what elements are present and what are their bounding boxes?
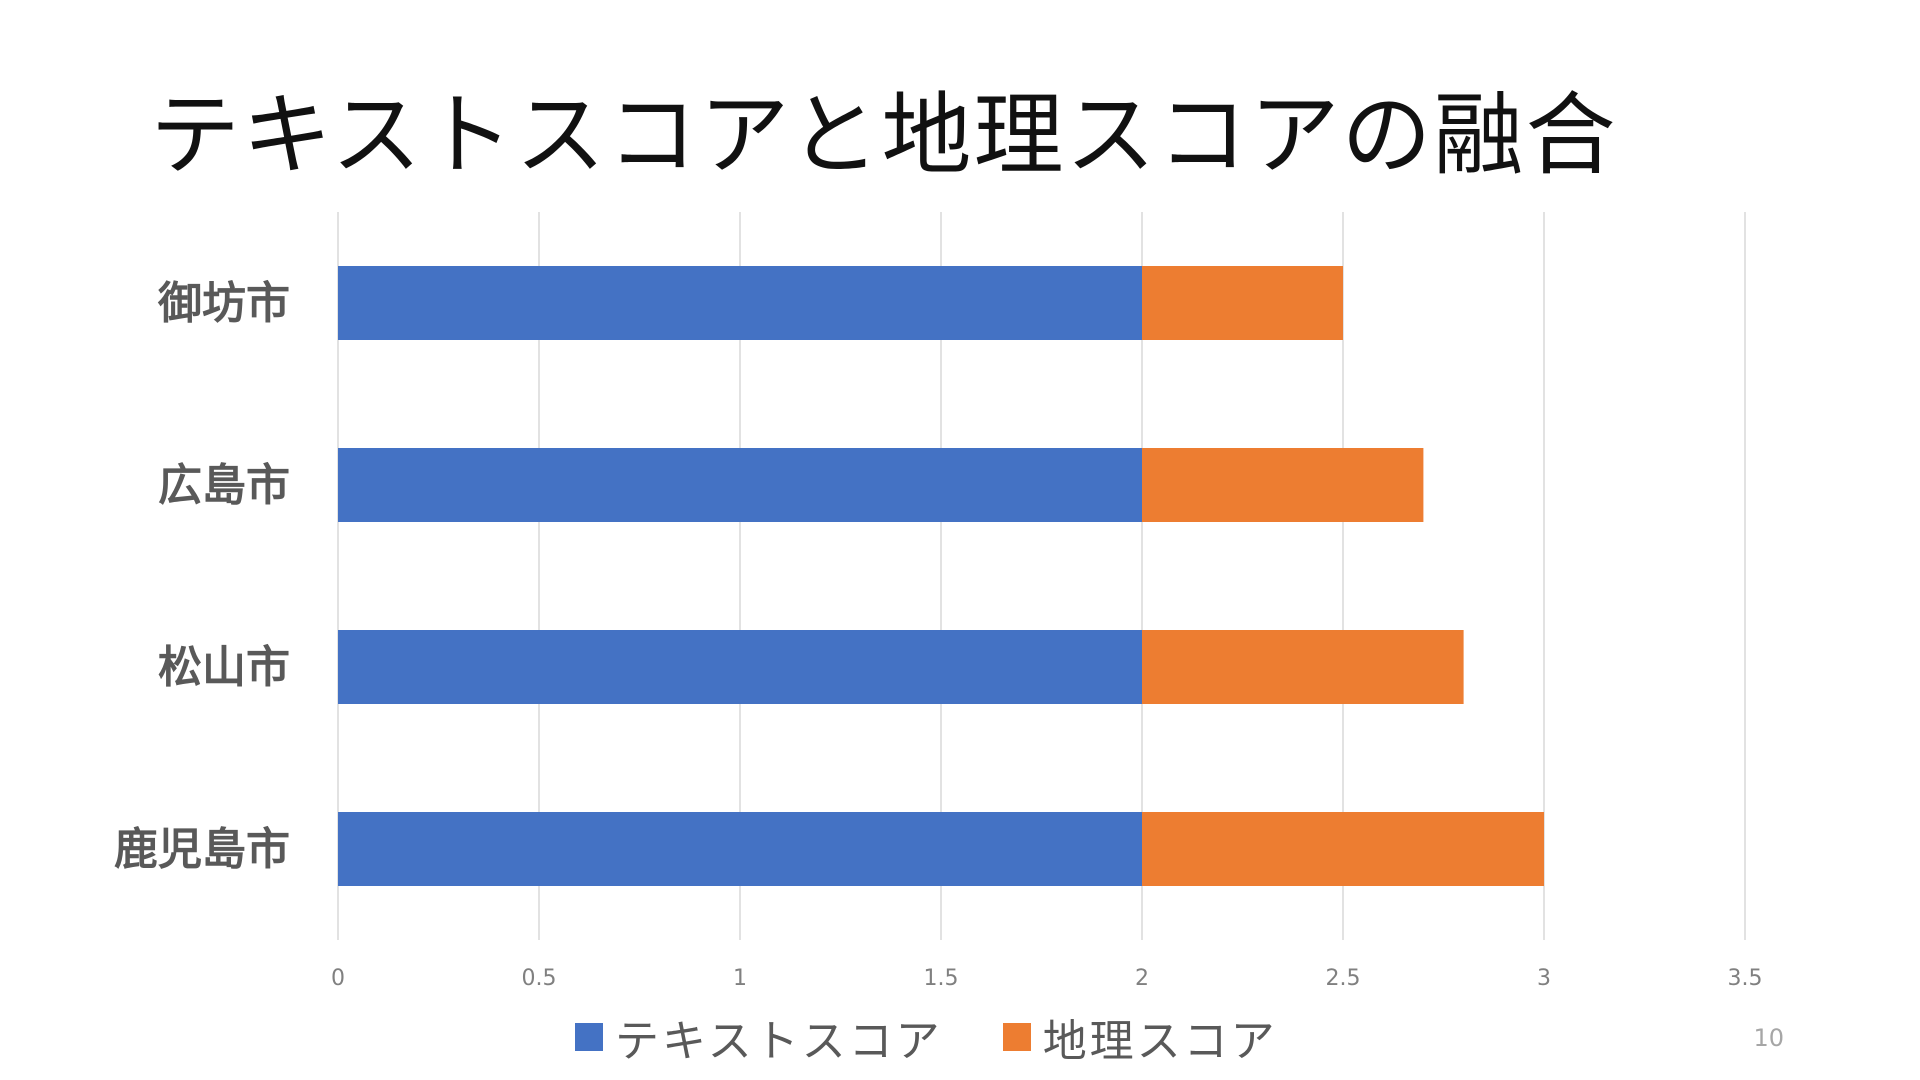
category-label: 御坊市: [157, 278, 290, 329]
category-label: 広島市: [158, 460, 290, 511]
legend-label-geo-score: 地理スコア: [1042, 1016, 1278, 1067]
category-label: 鹿児島市: [114, 824, 290, 875]
legend-label-text-score: テキストスコア: [615, 1016, 943, 1067]
x-tick-labels: 0 0.5 1 1.5 2 2.5 3 3.5: [331, 966, 1763, 991]
bar-text-score: [338, 266, 1142, 340]
bars: [338, 266, 1544, 886]
slide-title: テキストスコアと地理スコアの融合: [150, 83, 1618, 188]
bar-text-score: [338, 448, 1142, 522]
x-tick-label: 2: [1135, 966, 1149, 991]
x-tick-label: 0.5: [522, 966, 557, 991]
x-tick-label: 1.5: [924, 966, 959, 991]
legend-item-text-score: テキストスコア: [575, 1005, 943, 1069]
bar-geo-score: [1142, 266, 1343, 340]
category-label: 松山市: [158, 642, 290, 693]
bar-geo-score: [1142, 812, 1544, 886]
x-tick-label: 3: [1537, 966, 1551, 991]
legend-swatch-geo-score: [1002, 1023, 1031, 1051]
x-tick-label: 0: [331, 966, 345, 991]
page-number: 10: [1753, 1024, 1784, 1052]
legend-swatch-text-score: [575, 1023, 603, 1051]
x-tick-label: 3.5: [1728, 966, 1763, 991]
legend-item-geo-score: 地理スコア: [1002, 1005, 1278, 1069]
x-tick-label: 1: [733, 966, 747, 991]
x-tick-label: 2.5: [1326, 966, 1361, 991]
legend: テキストスコア 地理スコア: [575, 1005, 1278, 1069]
bar-geo-score: [1142, 448, 1424, 522]
bar-text-score: [338, 812, 1142, 886]
bar-geo-score: [1142, 630, 1464, 704]
bar-text-score: [338, 630, 1142, 704]
